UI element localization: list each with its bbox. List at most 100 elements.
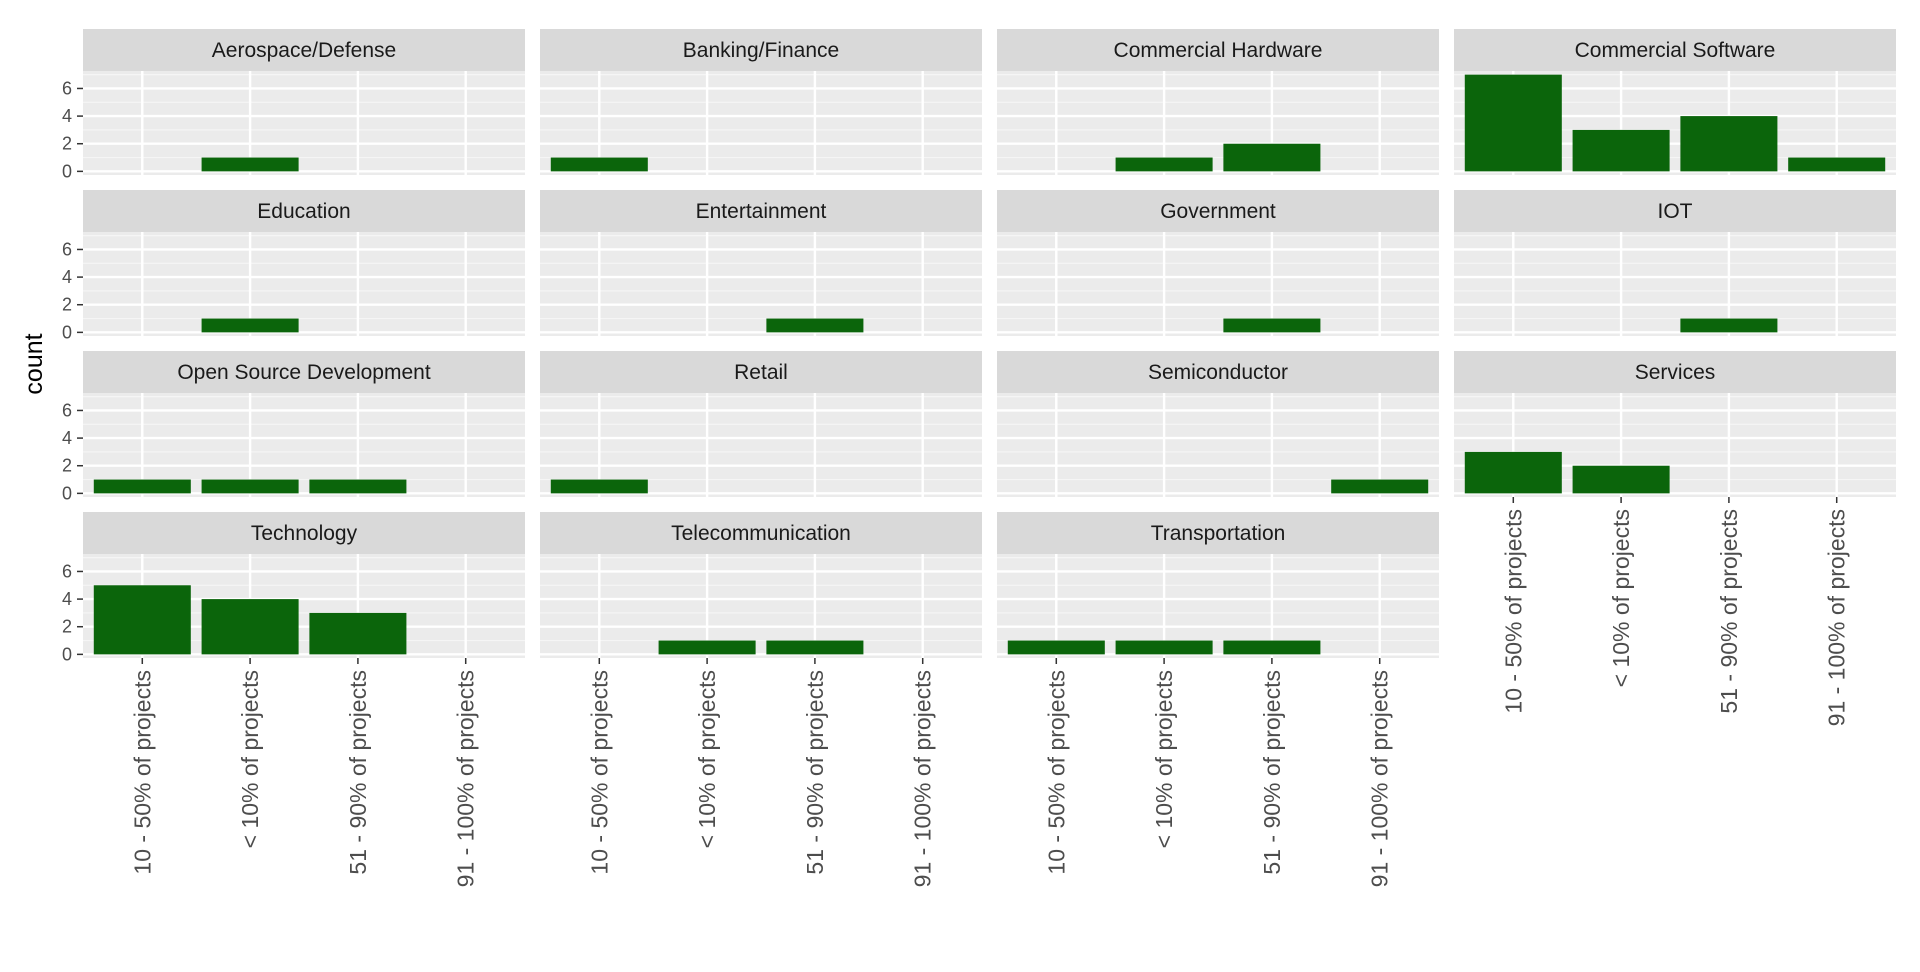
facet-title: Commercial Hardware: [1114, 39, 1323, 62]
x-tick-label: 51 - 90% of projects: [345, 670, 371, 875]
bar-transportation-1: [1007, 640, 1105, 655]
bar-retail-1: [550, 479, 648, 494]
x-tick-label: < 10% of projects: [1151, 670, 1177, 848]
y-tick-label: 6: [62, 78, 72, 98]
facet-semiconductor: Semiconductor: [997, 351, 1439, 497]
bar-technology-2: [201, 599, 299, 655]
y-tick-label: 2: [62, 295, 72, 315]
y-tick-label: 6: [62, 561, 72, 581]
x-tick-label: < 10% of projects: [237, 670, 263, 848]
facet-education: Education 0 2 4 6: [62, 190, 525, 342]
x-tick-label: 10 - 50% of projects: [586, 670, 612, 875]
y-tick-label: 4: [62, 589, 72, 609]
facet-entertainment: Entertainment: [540, 190, 982, 336]
facet-retail: Retail: [540, 351, 982, 497]
facet-strip: [997, 351, 1439, 393]
facet-title: Retail: [734, 361, 788, 384]
facet-strip: [540, 351, 982, 393]
y-tick-label: 2: [62, 617, 72, 637]
y-tick-label: 2: [62, 456, 72, 476]
facet-strip: [1454, 351, 1896, 393]
facet-strip: [997, 190, 1439, 232]
facet-strip: [540, 29, 982, 71]
panel-background: [83, 71, 525, 175]
bar-technology-3: [309, 612, 407, 655]
facet-strip: [997, 29, 1439, 71]
facet-strip: [1454, 190, 1896, 232]
bar-open-source-development-3: [309, 479, 407, 494]
bar-aerospace-defense-2: [201, 157, 299, 172]
y-tick-label: 0: [62, 644, 72, 664]
bar-commercial-software-1: [1464, 74, 1562, 172]
y-tick-label: 0: [62, 322, 72, 342]
facet-title: Banking/Finance: [683, 39, 839, 62]
y-tick-label: 2: [62, 134, 72, 154]
facet-title: Telecommunication: [671, 522, 851, 545]
bar-technology-1: [93, 585, 191, 655]
facet-banking-finance: Banking/Finance: [540, 29, 982, 175]
facet-aerospace-defense: Aerospace/Defense 0 2 4 6: [62, 29, 525, 181]
bar-commercial-software-4: [1788, 157, 1886, 172]
facet-telecommunication: Telecommunication 10 - 50% of projects < 1…: [540, 512, 982, 887]
facet-title: Entertainment: [696, 200, 827, 223]
bar-services-1: [1464, 451, 1562, 494]
panel-background: [997, 232, 1439, 336]
y-tick-label: 6: [62, 400, 72, 420]
facet-strip: [540, 512, 982, 554]
bar-commercial-hardware-2: [1115, 157, 1213, 172]
panel-background: [83, 232, 525, 336]
facet-strip: [83, 29, 525, 71]
facet-open-source-development: Open Source Development 0 2 4 6: [62, 351, 525, 503]
bar-telecommunication-3: [766, 640, 864, 655]
bar-services-2: [1572, 465, 1670, 494]
facet-title: Aerospace/Defense: [212, 39, 396, 62]
x-tick-label: < 10% of projects: [1608, 509, 1634, 687]
facet-transportation: Transportation 10 - 50% of projects < 10% …: [997, 512, 1439, 887]
facet-title: Transportation: [1151, 522, 1286, 545]
facet-technology: Technology 0 2 4 6 10 - 50% of projects < 10% …: [62, 512, 525, 887]
facet-title: Commercial Software: [1575, 39, 1776, 62]
x-tick-label: 91 - 100% of projects: [910, 670, 936, 887]
x-tick-label: < 10% of projects: [694, 670, 720, 848]
y-axis-label: count: [20, 333, 48, 394]
bar-telecommunication-2: [658, 640, 756, 655]
bar-iot-3: [1680, 318, 1778, 333]
facet-strip: [1454, 29, 1896, 71]
bar-education-2: [201, 318, 299, 333]
x-tick-label: 10 - 50% of projects: [129, 670, 155, 875]
bar-commercial-hardware-3: [1223, 143, 1321, 172]
y-tick-label: 0: [62, 483, 72, 503]
y-tick-label: 4: [62, 428, 72, 448]
y-tick-label: 4: [62, 267, 72, 287]
bar-open-source-development-2: [201, 479, 299, 494]
facet-title: Services: [1635, 361, 1716, 384]
x-tick-label: 91 - 100% of projects: [453, 670, 479, 887]
bar-open-source-development-1: [93, 479, 191, 494]
facet-government: Government: [997, 190, 1439, 336]
x-tick-label: 10 - 50% of projects: [1043, 670, 1069, 875]
facet-strip: [540, 190, 982, 232]
x-tick-label: 10 - 50% of projects: [1500, 509, 1526, 714]
facet-title: Semiconductor: [1148, 361, 1288, 384]
bar-government-3: [1223, 318, 1321, 333]
facet-title: Education: [257, 200, 350, 223]
facet-title: Open Source Development: [177, 361, 430, 384]
panel-background: [997, 71, 1439, 175]
facet-strip: [83, 351, 525, 393]
facet-title: IOT: [1658, 200, 1693, 223]
bar-semiconductor-4: [1331, 479, 1429, 494]
x-tick-label: 51 - 90% of projects: [1259, 670, 1285, 875]
facet-commercial-software: Commercial Software: [1454, 29, 1896, 175]
bar-transportation-2: [1115, 640, 1213, 655]
bar-commercial-software-2: [1572, 129, 1670, 172]
bar-banking-finance-1: [550, 157, 648, 172]
y-tick-label: 4: [62, 106, 72, 126]
facet-commercial-hardware: Commercial Hardware: [997, 29, 1439, 175]
panel-background: [1454, 232, 1896, 336]
panel-background: [540, 232, 982, 336]
x-tick-label: 51 - 90% of projects: [802, 670, 828, 875]
y-tick-label: 0: [62, 161, 72, 181]
y-tick-label: 6: [62, 239, 72, 259]
x-tick-label: 91 - 100% of projects: [1824, 509, 1850, 726]
